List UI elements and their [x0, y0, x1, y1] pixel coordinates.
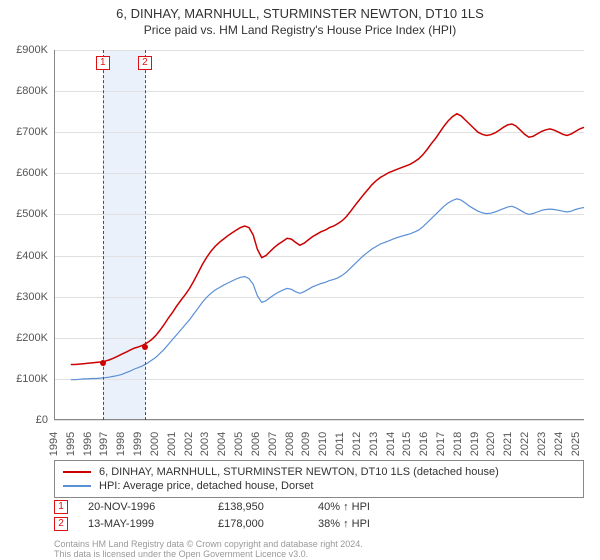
sale-point-dot [142, 344, 148, 350]
x-tick-label: 2012 [351, 432, 363, 456]
x-tick-label: 2015 [401, 432, 413, 456]
sale-pct: 40% ↑ HPI [318, 501, 428, 513]
y-axis: £0£100K£200K£300K£400K£500K£600K£700K£80… [0, 50, 54, 420]
x-tick-label: 2013 [368, 432, 380, 456]
y-tick-label: £300K [16, 291, 48, 303]
sale-row-marker: 1 [54, 500, 68, 514]
legend: 6, DINHAY, MARNHULL, STURMINSTER NEWTON,… [54, 460, 584, 498]
y-tick-label: £400K [16, 250, 48, 262]
sale-date: 13-MAY-1999 [88, 518, 198, 530]
x-tick-label: 2018 [452, 432, 464, 456]
x-tick-label: 2021 [502, 432, 514, 456]
sale-marker-line [145, 50, 146, 420]
x-tick-label: 1998 [115, 432, 127, 456]
x-axis: 1994199519961997199819992000200120022003… [54, 422, 584, 462]
plot-area: 12 [54, 50, 584, 420]
x-tick-label: 1995 [65, 432, 77, 456]
x-axis-line [54, 419, 584, 420]
x-tick-label: 2003 [199, 432, 211, 456]
x-tick-label: 2014 [385, 432, 397, 456]
x-tick-label: 2002 [183, 432, 195, 456]
x-tick-label: 1999 [132, 432, 144, 456]
sale-marker-box: 2 [138, 56, 152, 70]
x-tick-label: 2004 [216, 432, 228, 456]
chart-title-subtitle: Price paid vs. HM Land Registry's House … [0, 23, 600, 37]
sale-row-marker: 2 [54, 517, 68, 531]
x-tick-label: 2010 [317, 432, 329, 456]
sale-marker-box: 1 [96, 56, 110, 70]
chart-area: 12 [54, 50, 584, 420]
sale-date: 20-NOV-1996 [88, 501, 198, 513]
x-tick-label: 2023 [536, 432, 548, 456]
x-tick-label: 2011 [334, 432, 346, 456]
y-tick-label: £600K [16, 167, 48, 179]
x-tick-label: 2024 [553, 432, 565, 456]
sale-pct: 38% ↑ HPI [318, 518, 428, 530]
series-line-hpi [71, 199, 584, 380]
y-tick-label: £200K [16, 332, 48, 344]
sale-row: 1 20-NOV-1996 £138,950 40% ↑ HPI [54, 500, 428, 514]
y-tick-label: £800K [16, 85, 48, 97]
y-tick-label: £700K [16, 126, 48, 138]
sale-price: £138,950 [218, 501, 298, 513]
sales-table: 1 20-NOV-1996 £138,950 40% ↑ HPI 2 13-MAY-199… [54, 500, 428, 534]
series-line-property [71, 114, 584, 365]
legend-label-1: 6, DINHAY, MARNHULL, STURMINSTER NEWTON,… [99, 466, 499, 478]
gridline [54, 420, 584, 421]
legend-swatch-1 [63, 471, 91, 473]
sale-price: £178,000 [218, 518, 298, 530]
x-tick-label: 2025 [570, 432, 582, 456]
y-tick-label: £0 [36, 414, 48, 426]
x-tick-label: 2017 [435, 432, 447, 456]
x-tick-label: 1997 [98, 432, 110, 456]
x-tick-label: 2016 [418, 432, 430, 456]
y-tick-label: £100K [16, 373, 48, 385]
x-tick-label: 2019 [469, 432, 481, 456]
sale-row: 2 13-MAY-1999 £178,000 38% ↑ HPI [54, 517, 428, 531]
x-tick-label: 2009 [300, 432, 312, 456]
x-tick-label: 2007 [267, 432, 279, 456]
x-tick-label: 2020 [485, 432, 497, 456]
x-tick-label: 2000 [149, 432, 161, 456]
y-axis-line [54, 50, 55, 420]
legend-label-2: HPI: Average price, detached house, Dors… [99, 480, 313, 492]
x-tick-label: 2008 [284, 432, 296, 456]
x-tick-label: 1994 [48, 432, 60, 456]
legend-item-series1: 6, DINHAY, MARNHULL, STURMINSTER NEWTON,… [63, 465, 575, 479]
x-tick-label: 2005 [233, 432, 245, 456]
footnote: Contains HM Land Registry data © Crown c… [54, 540, 363, 560]
x-tick-label: 2022 [519, 432, 531, 456]
y-tick-label: £900K [16, 44, 48, 56]
x-tick-label: 1996 [82, 432, 94, 456]
sale-point-dot [100, 360, 106, 366]
x-tick-label: 2001 [166, 432, 178, 456]
x-tick-label: 2006 [250, 432, 262, 456]
y-tick-label: £500K [16, 208, 48, 220]
legend-item-series2: HPI: Average price, detached house, Dors… [63, 479, 575, 493]
legend-swatch-2 [63, 485, 91, 487]
chart-title-address: 6, DINHAY, MARNHULL, STURMINSTER NEWTON,… [0, 6, 600, 21]
